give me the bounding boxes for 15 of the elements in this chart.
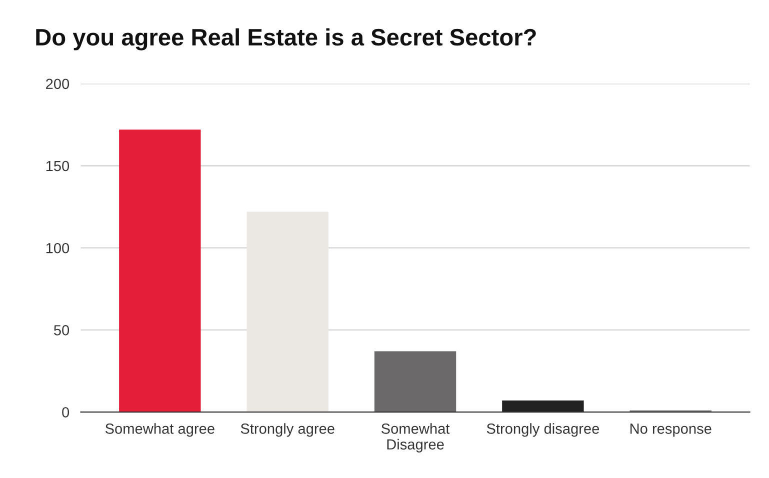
x-tick-label: Somewhat Disagree [381,423,450,452]
y-tick-label: 50 [54,325,70,336]
chart-title: Do you agree Real Estate is a Secret Sector? [36,28,536,50]
x-tick-label: Strongly disagree [486,423,600,437]
bar [374,351,456,412]
y-tick-label: 200 [46,78,70,90]
bar [246,212,328,412]
x-tick-label: Somewhat agree [105,423,214,437]
y-tick-label: 0 [62,407,70,418]
x-tick-label: Strongly agree [240,423,334,437]
y-tick-label: 150 [46,160,70,172]
x-tick-label: No response [630,424,712,437]
y-tick-label: 100 [46,242,70,254]
bar [119,130,201,412]
bar [502,400,584,412]
